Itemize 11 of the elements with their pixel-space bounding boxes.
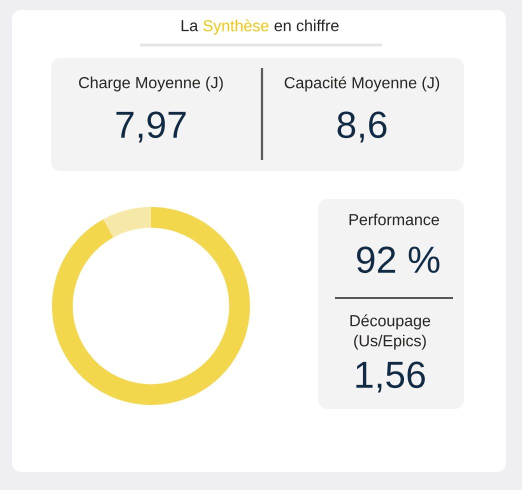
text: Charge Moyenne (J) bbox=[79, 76, 223, 92]
text: La Synthèse en chiffre bbox=[182, 19, 339, 35]
text: 7,97 bbox=[116, 112, 186, 142]
text: Performance bbox=[350, 214, 440, 226]
text: 1,56 bbox=[356, 362, 425, 392]
donut-slice bbox=[52, 207, 250, 405]
donut-slice bbox=[103, 207, 151, 238]
text: Découpage (Us/Epics) bbox=[350, 314, 430, 350]
text: 92 % bbox=[357, 246, 440, 274]
text: 8,6 bbox=[338, 112, 386, 142]
text: Capacité Moyenne (J) bbox=[284, 76, 440, 92]
